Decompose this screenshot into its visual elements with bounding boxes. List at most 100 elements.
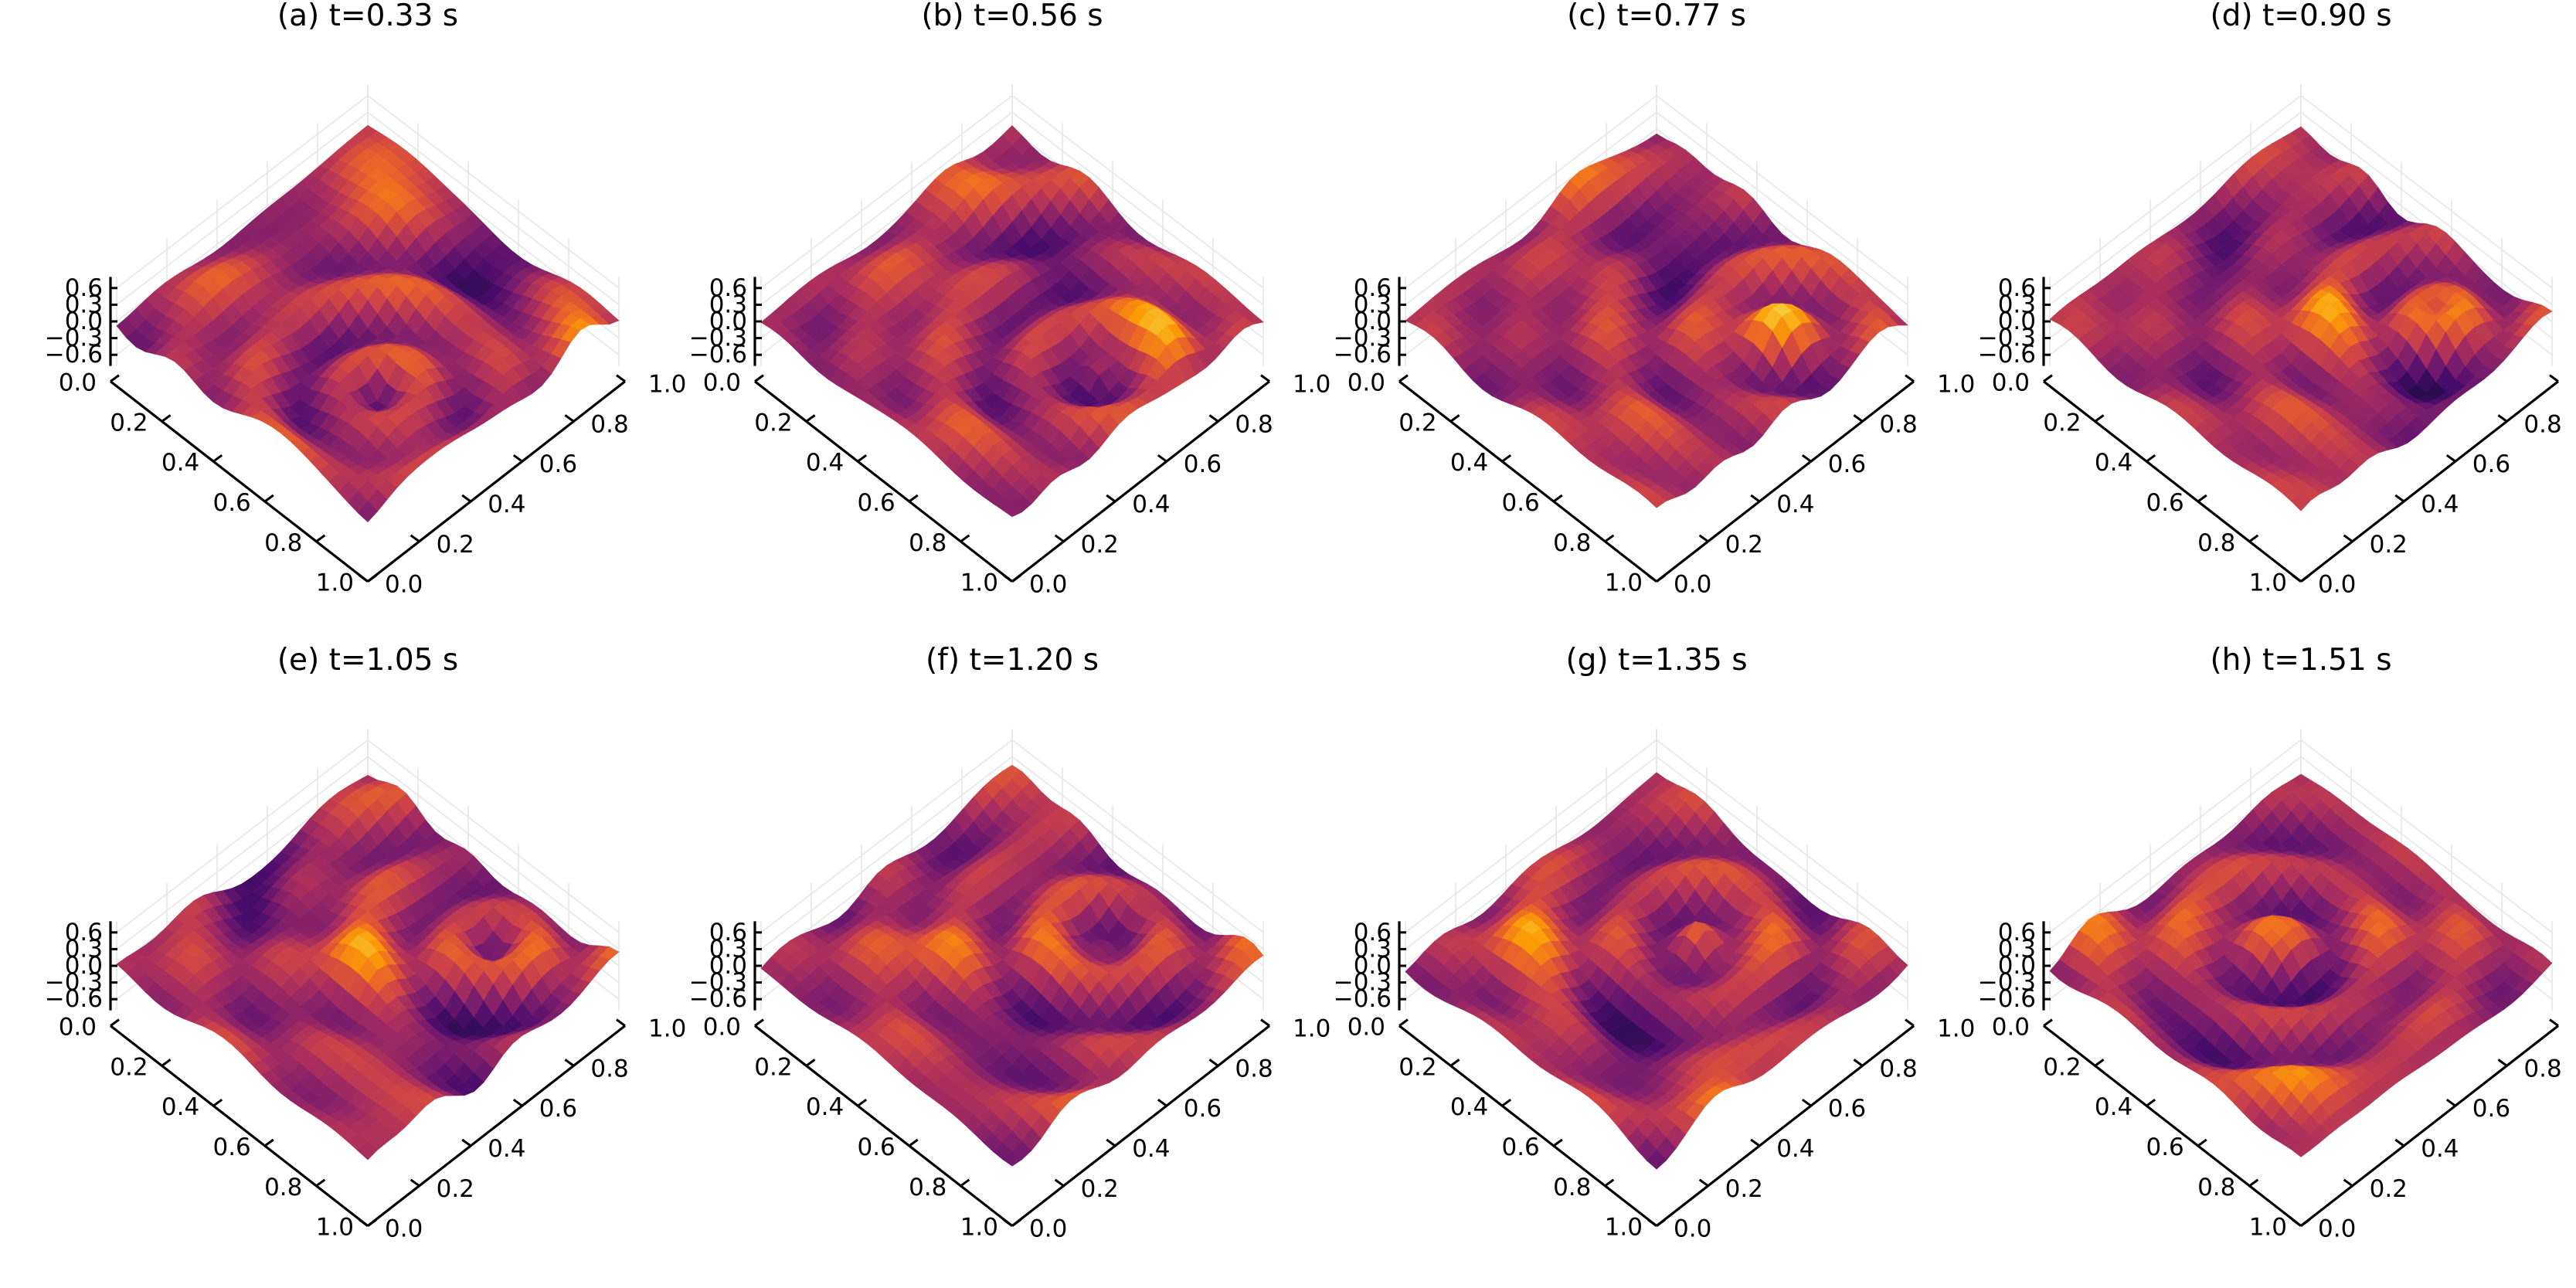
- x-tick-mark: [857, 454, 868, 463]
- grid-line: [1405, 94, 1908, 289]
- x-tick-label: 0.4: [2095, 449, 2133, 477]
- surface-patch: [1001, 504, 1023, 518]
- surface-patch: [1001, 1151, 1023, 1167]
- y-tick-mark: [1260, 1018, 1270, 1027]
- y-tick-mark: [1698, 534, 1709, 543]
- grid-line: [116, 756, 620, 950]
- z-tick-label: −0.6: [45, 985, 103, 1013]
- y-tick-label: 1.0: [648, 371, 686, 399]
- y-tick-mark: [410, 534, 420, 543]
- z-tick-label: 0.6: [1998, 274, 2036, 302]
- z-tick-label: 0.6: [709, 919, 747, 946]
- x-axis-line: [110, 380, 369, 583]
- x-tick-mark: [1398, 374, 1409, 382]
- z-tick-label: 0.3: [709, 291, 747, 318]
- surface-patch: [1646, 493, 1667, 508]
- x-tick-mark: [110, 374, 120, 382]
- y-tick-mark: [2292, 574, 2302, 583]
- z-tick-label: −0.3: [45, 969, 103, 997]
- x-tick-mark: [960, 534, 970, 543]
- x-tick-mark: [2197, 494, 2207, 503]
- y-tick-label: 1.0: [1937, 371, 1975, 399]
- y-tick-mark: [2343, 534, 2353, 543]
- x-tick-label: 1.0: [960, 1214, 998, 1242]
- y-axis-line: [1656, 380, 1915, 583]
- y-tick-label: 0.8: [1879, 410, 1917, 438]
- y-tick-mark: [1054, 1178, 1065, 1188]
- z-tick-label: 0.0: [1998, 308, 2036, 335]
- z-tick-label: 0.3: [65, 935, 103, 963]
- y-tick-mark: [1157, 454, 1167, 463]
- y-tick-label: 0.4: [1132, 491, 1170, 518]
- y-axis-line: [367, 1025, 626, 1227]
- y-tick-label: 0.4: [1776, 491, 1814, 518]
- x-tick-label: 0.2: [754, 409, 792, 437]
- y-tick-label: 0.4: [2421, 491, 2459, 518]
- y-tick-mark: [512, 454, 523, 463]
- subplot-e: (e) t=1.05 s0.60.30.0−0.3−0.60.00.20.40.…: [45, 643, 687, 1243]
- x-tick-label: 0.0: [1347, 369, 1385, 397]
- x-axis-line: [2043, 380, 2302, 583]
- x-tick-label: 0.6: [857, 489, 895, 517]
- surface: [1405, 133, 1908, 508]
- y-tick-label: 0.0: [1029, 571, 1067, 599]
- x-tick-mark: [2094, 414, 2105, 423]
- z-tick-label: 0.0: [65, 952, 103, 980]
- x-tick-mark: [263, 1138, 274, 1147]
- x-axis-line: [754, 1025, 1013, 1227]
- x-tick-mark: [2248, 534, 2259, 543]
- y-tick-mark: [2394, 494, 2405, 503]
- y-tick-label: 0.6: [1184, 1095, 1222, 1123]
- x-tick-label: 0.8: [264, 529, 302, 557]
- panel-title: (g) t=1.35 s: [1565, 643, 1747, 678]
- grid-line: [2049, 111, 2553, 306]
- x-tick-mark: [2043, 374, 2053, 382]
- x-tick-label: 0.6: [212, 489, 250, 517]
- z-tick-label: 0.6: [65, 274, 103, 302]
- y-tick-mark: [564, 414, 575, 423]
- y-tick-mark: [1208, 1059, 1219, 1067]
- x-axis-line: [1398, 380, 1657, 583]
- y-tick-mark: [2549, 374, 2559, 382]
- x-tick-label: 0.0: [59, 369, 97, 397]
- subplot-a: (a) t=0.33 s0.60.30.0−0.3−0.60.00.20.40.…: [45, 0, 687, 599]
- y-tick-label: 0.6: [539, 1095, 577, 1123]
- panel-title: (f) t=1.20 s: [926, 643, 1099, 678]
- surface: [116, 124, 620, 523]
- grid-line: [1405, 739, 1908, 933]
- x-tick-label: 1.0: [960, 569, 998, 597]
- y-tick-mark: [2445, 454, 2456, 463]
- x-tick-label: 0.4: [161, 449, 199, 477]
- z-tick-label: −0.6: [689, 341, 747, 369]
- surface-patch: [358, 501, 378, 523]
- y-tick-label: 0.8: [590, 410, 628, 438]
- panel-title: (c) t=0.77 s: [1567, 0, 1746, 33]
- z-tick-label: −0.6: [45, 341, 103, 369]
- y-tick-mark: [1208, 414, 1219, 423]
- y-tick-mark: [616, 374, 626, 382]
- x-tick-mark: [908, 1138, 919, 1147]
- x-tick-label: 0.0: [703, 369, 741, 397]
- x-tick-label: 0.2: [1398, 409, 1436, 437]
- x-tick-label: 0.8: [2197, 529, 2235, 557]
- y-tick-label: 0.8: [2523, 410, 2561, 438]
- y-tick-label: 1.0: [1293, 1015, 1330, 1043]
- y-tick-label: 0.2: [437, 1175, 474, 1203]
- panel-title: (b) t=0.56 s: [921, 0, 1103, 33]
- z-tick-label: 0.0: [709, 952, 747, 980]
- x-tick-label: 0.2: [754, 1053, 792, 1081]
- grid-line: [760, 739, 1264, 933]
- x-tick-mark: [805, 414, 816, 423]
- x-tick-label: 0.4: [161, 1093, 199, 1121]
- y-tick-label: 0.2: [2370, 531, 2408, 559]
- x-tick-label: 1.0: [316, 1214, 354, 1242]
- x-tick-mark: [1604, 534, 1615, 543]
- y-tick-mark: [1801, 454, 1812, 463]
- panel-title: (a) t=0.33 s: [277, 0, 458, 33]
- x-tick-mark: [1552, 494, 1563, 503]
- subplot-d: (d) t=0.90 s0.60.30.0−0.3−0.60.00.20.40.…: [1978, 0, 2562, 599]
- x-tick-mark: [2146, 454, 2156, 463]
- y-tick-mark: [1003, 574, 1013, 583]
- x-tick-mark: [1501, 454, 1512, 463]
- x-tick-label: 0.8: [909, 529, 946, 557]
